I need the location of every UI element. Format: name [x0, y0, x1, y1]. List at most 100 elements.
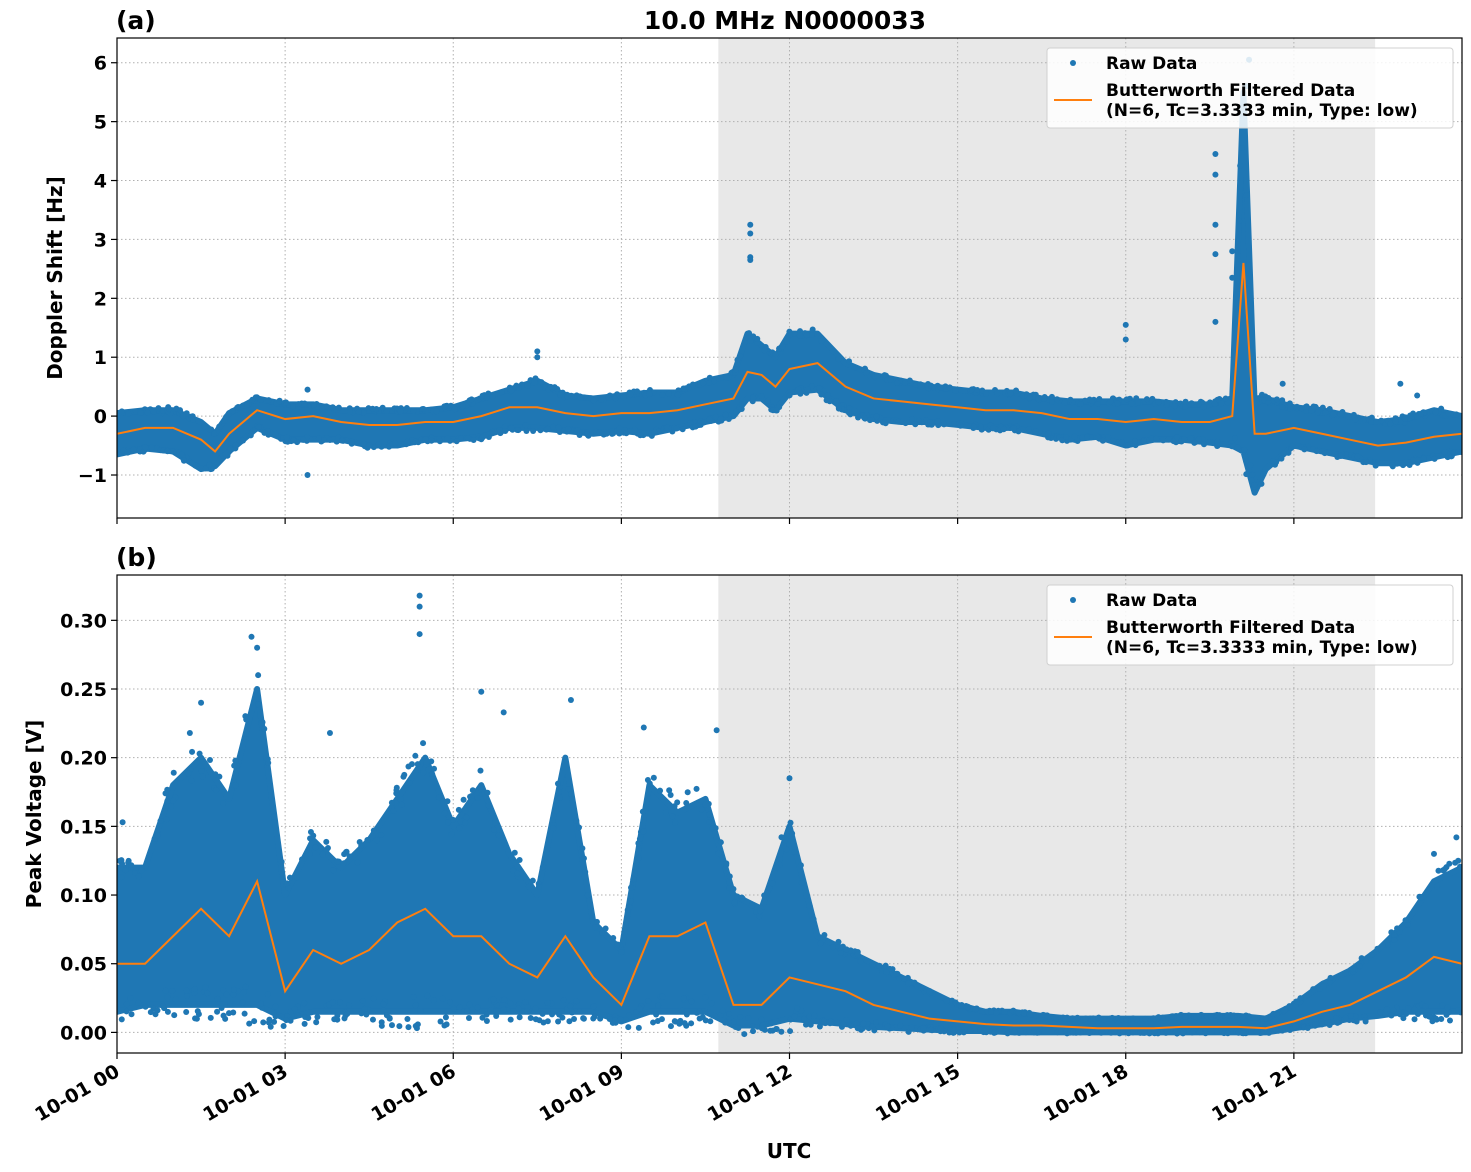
raw-data-point [876, 962, 883, 969]
raw-data-point [441, 810, 448, 817]
raw-data-outlier [1279, 380, 1286, 387]
raw-data-outlier [713, 727, 720, 734]
raw-data-point [535, 884, 542, 891]
raw-data-point [958, 1003, 965, 1010]
raw-data-point [612, 1017, 619, 1024]
y-tick-label: 0.15 [60, 816, 107, 838]
raw-data-point [1249, 471, 1256, 478]
raw-data-outlier [416, 592, 423, 599]
raw-data-point [702, 1017, 709, 1024]
raw-data-point [597, 1015, 604, 1022]
raw-data-point [811, 1012, 818, 1019]
raw-data-point [1281, 1007, 1288, 1014]
raw-data-outlier [478, 688, 485, 695]
raw-data-point [444, 435, 451, 442]
raw-data-point [1000, 426, 1007, 433]
raw-data-point [1040, 1011, 1047, 1018]
raw-data-point [871, 1027, 878, 1034]
raw-data-point [469, 1006, 476, 1013]
raw-data-point [243, 716, 250, 723]
raw-data-point [487, 1007, 494, 1014]
raw-data-point [1061, 399, 1068, 406]
raw-data-point [451, 406, 458, 413]
raw-data-point [1414, 1011, 1421, 1018]
raw-data-point [863, 369, 870, 376]
raw-data-point [576, 431, 583, 438]
raw-data-point [667, 792, 674, 799]
raw-data-point [968, 386, 975, 393]
raw-data-point [446, 999, 453, 1006]
raw-data-point [1391, 932, 1398, 939]
raw-data-point [314, 1014, 321, 1021]
raw-data-point [346, 853, 353, 860]
legend-box [1046, 584, 1454, 666]
raw-data-point [334, 858, 341, 865]
raw-data-point [231, 762, 238, 769]
raw-data-point [337, 999, 344, 1006]
raw-data-point [1382, 1010, 1389, 1017]
raw-data-point [338, 437, 345, 444]
raw-data-point [723, 860, 730, 867]
raw-data-point [706, 819, 713, 826]
raw-data-point [1140, 438, 1147, 445]
raw-data-point [1378, 417, 1385, 424]
raw-data-point [556, 794, 563, 801]
raw-data-point [853, 1020, 860, 1027]
raw-data-point [917, 381, 924, 388]
raw-data-point [1385, 942, 1392, 949]
x-tick-label: 10-01 21 [1208, 1060, 1300, 1126]
raw-data-point [379, 404, 386, 411]
raw-data-point [142, 1003, 149, 1010]
raw-data-point [457, 435, 464, 442]
raw-data-point [406, 779, 413, 786]
raw-data-point [439, 995, 446, 1002]
raw-data-point [192, 462, 199, 469]
raw-data-point [294, 1012, 301, 1019]
raw-data-point [335, 404, 342, 411]
raw-data-point [778, 834, 785, 841]
raw-data-point [259, 719, 266, 726]
y-tick-label: 0 [94, 406, 107, 428]
raw-data-point [861, 414, 868, 421]
raw-data-point [823, 397, 830, 404]
raw-data-point [1343, 451, 1350, 458]
raw-data-point [516, 1014, 523, 1021]
raw-data-point [360, 440, 367, 447]
y-tick-label: 0.30 [60, 610, 107, 632]
raw-data-point [674, 799, 681, 806]
raw-data-point [1342, 1014, 1349, 1021]
raw-data-point [417, 1008, 424, 1015]
raw-data-point [229, 408, 236, 415]
raw-data-point [1272, 1026, 1279, 1033]
raw-data-point [183, 987, 190, 994]
raw-data-point [1182, 403, 1189, 410]
raw-data-point [214, 995, 221, 1002]
raw-data-point [730, 1018, 737, 1025]
raw-data-point [794, 1005, 801, 1012]
raw-data-point [733, 408, 740, 415]
raw-data-point [1297, 995, 1304, 1002]
raw-data-point [1314, 409, 1321, 416]
legend-raw-marker [1070, 597, 1076, 603]
raw-data-point [1401, 415, 1408, 422]
raw-data-point [1356, 963, 1363, 970]
raw-data-point [1129, 1029, 1136, 1036]
raw-data-point [835, 405, 842, 412]
raw-data-point [490, 826, 497, 833]
raw-data-point [773, 864, 780, 871]
raw-data-point [957, 422, 964, 429]
raw-data-point [1254, 1029, 1261, 1036]
raw-data-point [530, 428, 537, 435]
raw-data-point [650, 1019, 657, 1026]
raw-data-point [834, 1019, 841, 1026]
raw-data-point [1327, 974, 1334, 981]
raw-data-point [1188, 400, 1195, 407]
raw-data-point [824, 392, 831, 399]
raw-data-point [749, 1023, 756, 1030]
raw-data-point [359, 997, 366, 1004]
raw-data-point [1189, 1029, 1196, 1036]
legend-raw-label: Raw Data [1106, 54, 1197, 74]
raw-data-point [193, 1015, 200, 1022]
raw-data-point [1338, 452, 1345, 459]
raw-data-point [216, 773, 223, 780]
